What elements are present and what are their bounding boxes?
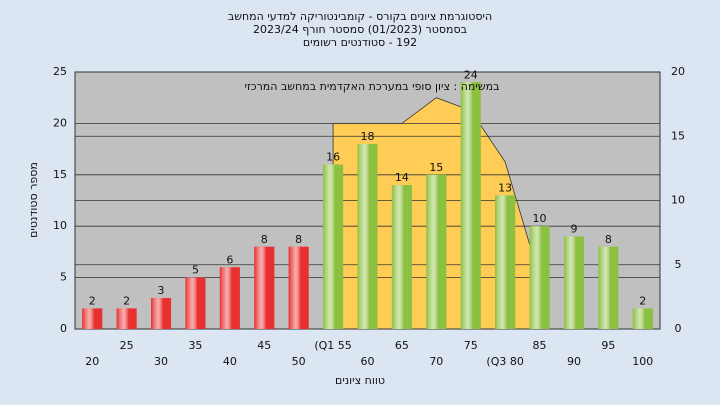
chart-title: היסטוגרמת ציונים בקורס - קומבינטוריקה למ…	[228, 10, 492, 23]
x-tick-label: 90	[567, 355, 581, 368]
data-label: 15	[429, 161, 443, 174]
bar-shine	[426, 174, 447, 329]
y-tick-label: 25	[53, 65, 67, 78]
x-tick-label: 75	[464, 339, 478, 352]
data-label: 8	[605, 233, 612, 246]
data-label: 14	[395, 171, 409, 184]
bar-shine	[82, 308, 103, 329]
y2-tick-label: 5	[675, 258, 682, 271]
data-label: 2	[89, 294, 96, 307]
y-tick-label: 15	[53, 168, 67, 181]
data-label: 6	[226, 253, 233, 266]
data-label: 10	[533, 212, 547, 225]
y-tick-label: 5	[60, 271, 67, 284]
x-tick-label: 60	[361, 355, 375, 368]
y2-tick-label: 0	[675, 322, 682, 335]
x-tick-label: 50	[292, 355, 306, 368]
bar-shine	[254, 246, 275, 329]
y2-tick-label: 10	[671, 194, 685, 207]
data-label: 5	[192, 264, 199, 277]
x-tick-label: 20	[85, 355, 99, 368]
annotation: במשימה : ציון סופי במערכת האקדמית במחשב …	[245, 80, 500, 93]
bar-shine	[563, 236, 584, 329]
x-tick-label: 25	[120, 339, 134, 352]
x-tick-label: 40	[223, 355, 237, 368]
x-tick-label: 35	[188, 339, 202, 352]
y-axis-label: מספר סטודנטים	[27, 162, 40, 238]
bar-shine	[116, 308, 137, 329]
y-tick-label: 0	[60, 322, 67, 335]
bar-shine	[529, 226, 550, 329]
x-tick-label: (Q3 80	[486, 355, 523, 368]
bar-shine	[632, 308, 653, 329]
data-label: 2	[639, 294, 646, 307]
y-tick-label: 20	[53, 116, 67, 129]
chart-subtitle: בסמסטר (01/2023) סמסטר חורף 2023/24	[253, 23, 467, 36]
chart-subtitle: 192 - סטודנטים רשומים	[303, 36, 417, 49]
data-label: 16	[326, 151, 340, 164]
bar-shine	[288, 246, 309, 329]
x-tick-label: 45	[257, 339, 271, 352]
bar-shine	[495, 195, 516, 329]
bar-shine	[185, 277, 206, 329]
y-tick-label: 10	[53, 219, 67, 232]
bar-shine	[460, 82, 481, 329]
data-label: 2	[123, 294, 130, 307]
data-label: 13	[498, 181, 512, 194]
data-label: 8	[261, 233, 268, 246]
x-axis-label: טווח ציונים	[335, 374, 385, 387]
x-tick-label: 30	[154, 355, 168, 368]
data-label: 8	[295, 233, 302, 246]
data-label: 18	[361, 130, 375, 143]
data-label: 9	[570, 222, 577, 235]
x-tick-label: 95	[601, 339, 615, 352]
bar-shine	[151, 298, 172, 329]
x-tick-label: 85	[533, 339, 547, 352]
y2-tick-label: 15	[671, 129, 685, 142]
x-tick-label: 100	[632, 355, 653, 368]
bar-shine	[598, 246, 619, 329]
bar-shine	[357, 143, 378, 329]
data-label: 3	[158, 284, 165, 297]
data-label: 24	[464, 68, 478, 81]
x-tick-label: 65	[395, 339, 409, 352]
bar-shine	[219, 267, 240, 329]
bar-shine	[391, 185, 412, 329]
bar-shine	[323, 164, 344, 329]
y2-tick-label: 20	[671, 65, 685, 78]
x-tick-label: 70	[429, 355, 443, 368]
x-tick-label: (Q1 55	[314, 339, 351, 352]
